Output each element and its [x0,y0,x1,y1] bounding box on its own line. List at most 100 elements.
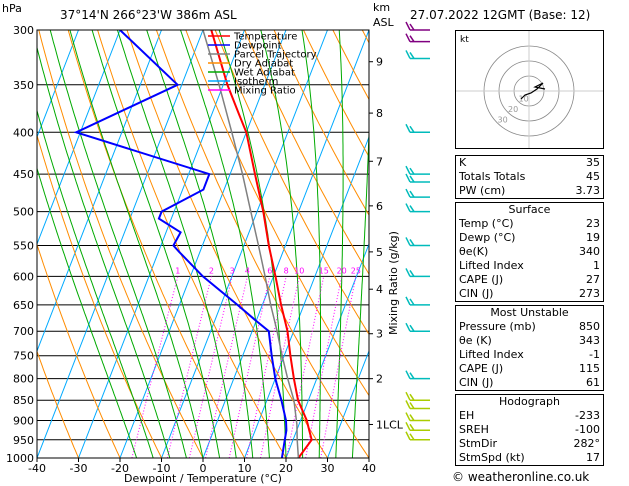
temperature-tick-label: -20 [111,462,129,475]
asl-label: ASL [373,16,394,29]
mixing-ratio-label: 4 [245,266,250,275]
panel-title: Surface [508,203,551,216]
legend-label: Isotherm [234,77,278,88]
stat-label: StmSpd (kt) [459,451,525,464]
wet-adiabat [37,166,138,458]
stat-row: CAPE (J) 27 [456,273,603,287]
series-temperature [210,30,313,458]
pressure-tick-label: 300 [13,24,34,37]
wind-barb-flag [405,165,411,175]
pressure-tick-label: 600 [13,270,34,283]
pressure-tick-label: 500 [13,206,34,219]
wind-barb-flag [409,190,415,198]
dry-adiabat [67,30,245,458]
stat-value: 343 [579,334,600,347]
mixing-ratio-line [305,276,343,458]
isotherm [78,30,245,458]
stat-value: 3.73 [575,184,601,197]
mixing-ratio-label: 20 [337,266,347,275]
wet-adiabat [116,30,237,458]
isotherm [202,30,369,458]
stat-row: EH -233 [456,409,603,423]
stat-label: CIN (J) [459,376,494,389]
copyright-label: © weatheronline.co.uk [452,470,590,484]
stat-value: 282° [573,437,601,450]
wind-barb-flag [409,167,415,175]
wet-adiabat [260,30,304,458]
hodograph-trace [520,82,546,100]
wind-barb-flag [409,239,415,246]
mixing-ratio-label: 6 [267,266,272,275]
dry-adiabat [303,30,369,158]
legend-label: Dry Adiabat [234,59,293,70]
mixing-ratio-line [286,276,325,458]
wind-barb-flag [405,21,411,31]
mixing-ratio-label: 1 [175,266,180,275]
wind-barb-flag [405,370,411,380]
wind-barb-flag [405,431,411,441]
stat-label: StmDir [459,437,498,450]
stat-label: θe (K) [459,334,492,347]
wet-adiabat [37,108,154,458]
mixing-ratio-label: 3 [230,266,235,275]
legend-label: Mixing Ratio [234,86,296,97]
wind-barb-flag [405,203,411,212]
legend-label: Wet Adiabat [234,68,295,79]
km-tick-label: 5 [376,246,383,259]
temperature-tick-label: 10 [238,462,252,475]
wind-barb-flag [409,125,415,133]
pressure-tick-label: 550 [13,239,34,252]
stat-value: 35 [586,156,600,169]
isotherm [37,30,79,139]
mixing-ratio-line [188,276,233,458]
dry-adiabat [38,30,204,458]
mixing-ratio-label: 25 [351,266,361,275]
stat-value: 850 [579,320,600,333]
mixing-ratio-label: 15 [319,266,329,275]
stat-label: EH [459,409,475,422]
stat-value: 1 [593,259,600,272]
wind-barb-flag [405,268,411,277]
wind-barb-flag [409,175,415,183]
dry-adiabat [37,242,121,458]
wind-barb-flag [409,433,415,441]
temperature-tick-label: -10 [153,462,171,475]
header: hPa 37°14'N 266°23'W 386m ASL km ASL 27.… [0,0,629,30]
isotherm [244,135,369,458]
wet-adiabat [351,118,369,458]
stat-value: 19 [586,231,600,244]
stat-row: SREH -100 [456,423,603,437]
hodograph: kt 10 20 30 [455,30,604,149]
stat-value: 45 [586,170,600,183]
isotherm [37,30,204,458]
wind-barb-flag [409,269,415,277]
wind-barb-flag [405,400,411,409]
stat-label: CAPE (J) [459,273,504,286]
wind-barb-flag [409,298,415,306]
stat-label: Dewp (°C) [459,231,516,244]
indices-panel: K 35 Totals Totals 45 PW (cm) 3.73 [455,155,604,199]
km-tick-label: 3 [376,328,383,341]
km-tick-label: 9 [376,56,383,69]
wet-adiabat [180,30,270,458]
series-parcel-trajectory [202,30,300,458]
dry-adiabat [185,30,369,397]
hodograph-ring-label: 10 [519,95,529,104]
mixing-ratio-line [228,276,271,458]
mixing-ratio-line [246,276,287,458]
pressure-tick-label: 750 [13,350,34,363]
stat-row: Lifted Index -1 [456,348,603,362]
mixing-ratio-line [320,276,357,458]
stat-label: θe(K) [459,245,489,258]
stat-value: 27 [586,273,600,286]
wet-adiabat [146,30,254,458]
stat-row: Lifted Index 1 [456,259,603,273]
stat-value: 273 [579,287,600,300]
stat-value: -100 [575,423,600,436]
wet-adiabat [335,30,344,458]
stat-row: StmDir 282° [456,437,603,451]
stat-value: -1 [589,348,600,361]
stat-row: Totals Totals 45 [456,170,603,184]
stat-label: Lifted Index [459,348,524,361]
wind-barb-flag [409,324,415,332]
